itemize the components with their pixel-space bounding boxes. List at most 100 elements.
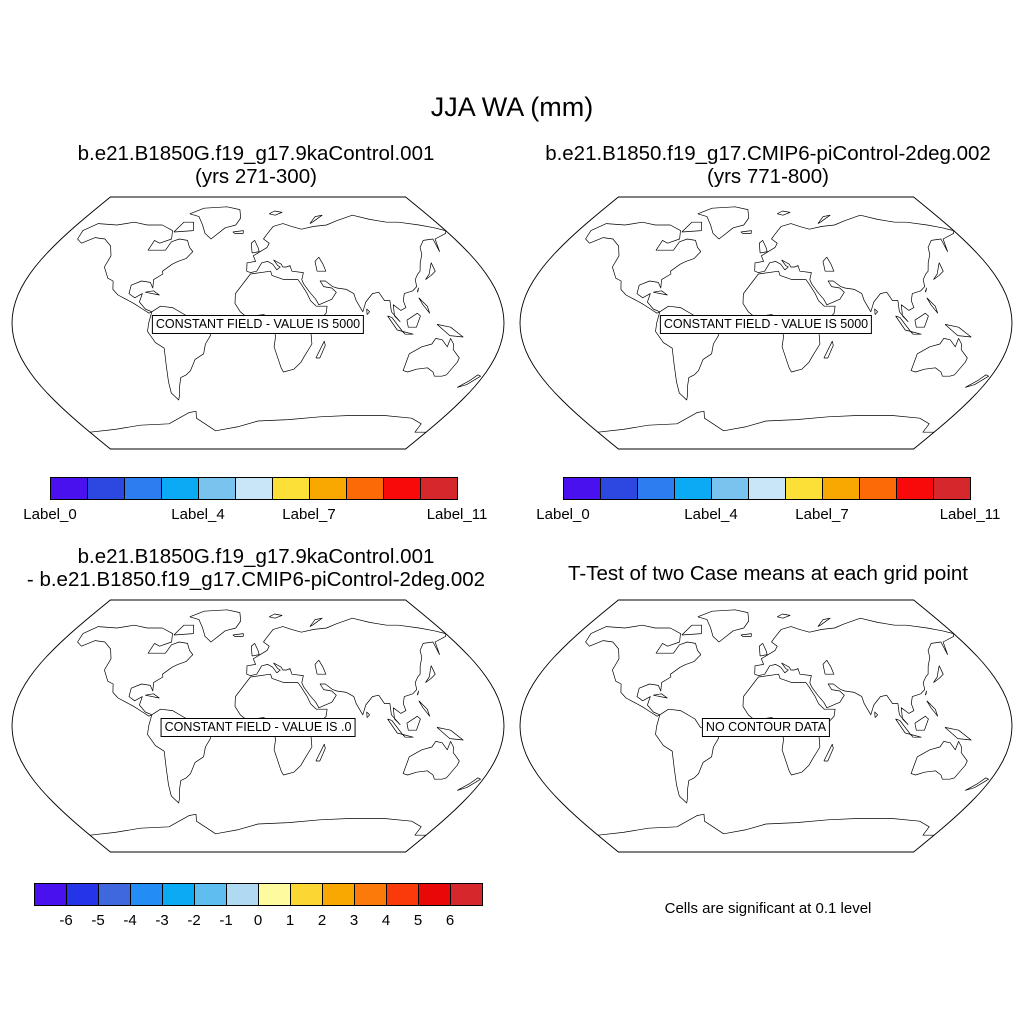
panel3-title-line2: - b.e21.B1850.f19_g17.CMIP6-piControl-2d… (26, 568, 486, 591)
colorbar-tick-label: Label_7 (282, 506, 336, 523)
baffin-island-coast (681, 624, 703, 636)
sumatra-coast (387, 315, 403, 332)
sri-lanka-coast (874, 711, 878, 718)
colorbar-tick-label: 1 (285, 912, 295, 929)
map-boundary (519, 599, 1013, 853)
taiwan-coast (416, 287, 419, 293)
borneo-coast (914, 715, 929, 731)
world-map-panel3: CONSTANT FIELD - VALUE IS .0 (10, 598, 506, 854)
cuba-coast (653, 290, 668, 296)
colorbar-swatch (383, 477, 421, 500)
no-contour-message: NO CONTOUR DATA (701, 718, 831, 737)
panel4-title: T-Test of two Case means at each grid po… (512, 562, 1024, 585)
africa-coast (234, 270, 328, 373)
new-guinea-coast (436, 324, 464, 338)
new-zealand-coast (457, 777, 481, 791)
colorbar-swatch (748, 477, 786, 500)
north-america-coast (585, 221, 702, 314)
colorbar-swatch (258, 883, 291, 906)
colorbar-swatch (346, 477, 384, 500)
madagascar-coast (315, 743, 326, 762)
svalbard-coast (269, 613, 283, 619)
antarctica-coast (597, 410, 935, 433)
colorbar-panel1 (50, 477, 458, 500)
greenland-coast (697, 609, 750, 643)
java-coast (402, 734, 414, 738)
constant-field-message: CONSTANT FIELD - VALUE IS .0 (160, 718, 356, 737)
colorbar-swatch (290, 883, 323, 906)
greenland-coast (189, 206, 242, 240)
australia-coast (910, 741, 968, 780)
colorbar-swatch (34, 883, 67, 906)
colorbar-tick-label: 6 (445, 912, 455, 929)
borneo-coast (406, 715, 421, 731)
taiwan-coast (924, 690, 927, 696)
new-zealand-coast (965, 374, 989, 388)
new-guinea-coast (944, 727, 972, 741)
caspian-sea-coast (822, 659, 835, 675)
north-america-coast (77, 221, 194, 314)
japan-coast (933, 665, 944, 683)
taiwan-coast (924, 287, 927, 293)
europe-asia-coast (754, 617, 954, 725)
svalbard-coast (269, 210, 283, 216)
philippines-coast (926, 297, 939, 314)
new-zealand-coast (457, 374, 481, 388)
colorbar-tick-label: Label_0 (536, 506, 590, 523)
sri-lanka-coast (366, 711, 370, 718)
caspian-sea-coast (822, 256, 835, 272)
panel4-title-line1: T-Test of two Case means at each grid po… (568, 562, 968, 585)
colorbar-swatch (822, 477, 860, 500)
colorbar-swatch (418, 883, 451, 906)
taiwan-coast (416, 690, 419, 696)
colorbar-tick-label: 3 (349, 912, 359, 929)
constant-field-message: CONSTANT FIELD - VALUE IS 5000 (659, 315, 873, 334)
colorbar-swatch (198, 477, 236, 500)
colorbar-tick-label: Label_11 (939, 506, 1001, 523)
java-coast (910, 331, 922, 335)
baffin-island-coast (173, 221, 195, 233)
world-map-panel4: NO CONTOUR DATA (518, 598, 1014, 854)
map-boundary (11, 599, 505, 853)
britain-coast (250, 240, 260, 254)
europe-asia-coast (246, 214, 446, 322)
significance-note: Cells are significant at 0.1 level (664, 900, 872, 917)
iceland-coast (232, 230, 244, 234)
panel3-title-line1: b.e21.B1850G.f19_g17.9kaControl.001 (77, 545, 435, 568)
africa-coast (234, 673, 328, 776)
colorbar-tick-label: Label_0 (23, 506, 77, 523)
colorbar-swatch (896, 477, 934, 500)
colorbar-swatch (637, 477, 675, 500)
map-boundary (11, 196, 505, 450)
colorbar-swatch (386, 883, 419, 906)
colorbar-swatch (420, 477, 458, 500)
novaya-zemlya-coast (817, 214, 831, 224)
colorbar-swatch (674, 477, 712, 500)
australia-coast (402, 338, 460, 377)
world-map-drawing (519, 599, 1013, 853)
britain-coast (758, 643, 768, 657)
europe-asia-coast (246, 617, 446, 725)
greenland-coast (189, 609, 242, 643)
panel1-title-line1: b.e21.B1850G.f19_g17.9kaControl.001 (77, 142, 435, 165)
colorbar-difference (34, 883, 483, 906)
japan-coast (425, 665, 436, 683)
britain-coast (758, 240, 768, 254)
colorbar-swatch (600, 477, 638, 500)
colorbar-swatch (226, 883, 259, 906)
figure-title: JJA WA (mm) (430, 92, 594, 122)
novaya-zemlya-coast (309, 617, 323, 627)
japan-coast (425, 262, 436, 280)
colorbar-swatch (162, 883, 195, 906)
colorbar-tick-label: 0 (253, 912, 263, 929)
greenland-coast (697, 206, 750, 240)
philippines-coast (418, 297, 431, 314)
madagascar-coast (315, 340, 326, 359)
colorbar-tick-label: -1 (219, 912, 233, 929)
antarctica-coast (89, 813, 427, 836)
philippines-coast (418, 700, 431, 717)
constant-field-message: CONSTANT FIELD - VALUE IS 5000 (151, 315, 365, 334)
baffin-island-coast (681, 221, 703, 233)
colorbar-tick-label: -3 (155, 912, 169, 929)
colorbar-swatch (859, 477, 897, 500)
